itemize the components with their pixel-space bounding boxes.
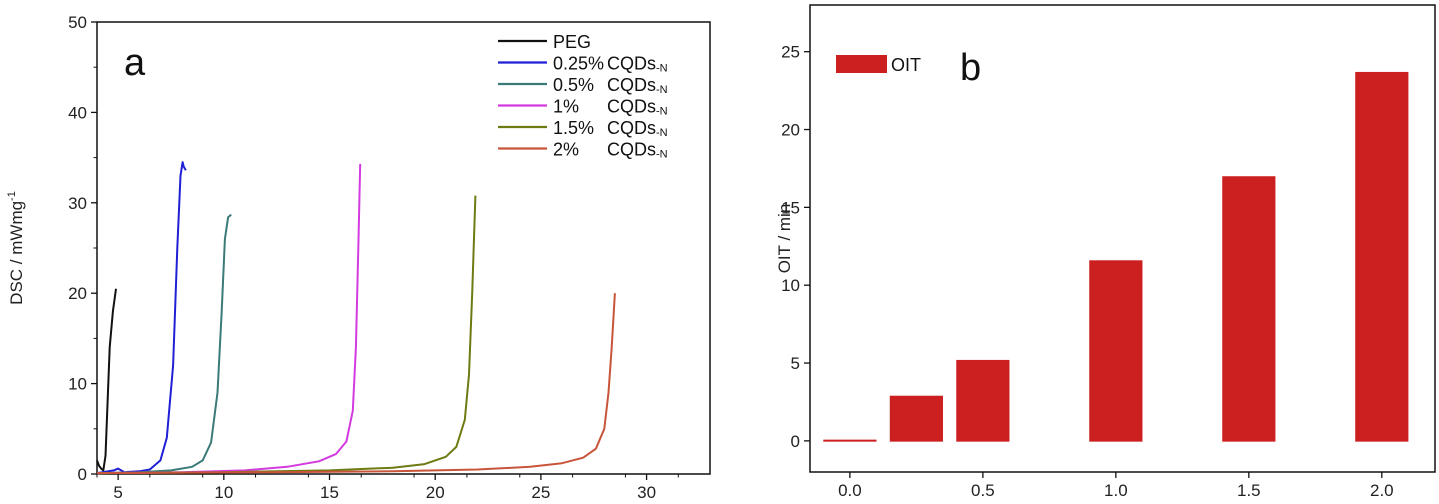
panel-a-x-tick-label: 15 (320, 483, 339, 502)
panel-a-legend-label: 2% (553, 140, 579, 160)
panel-b-bar (1089, 260, 1143, 442)
panel-a-letter: a (124, 42, 146, 84)
panel-b-letter: b (960, 47, 981, 89)
panel-b-x-tick-label: 1.0 (1104, 481, 1128, 500)
panel-a-x-tick-label: 30 (637, 483, 656, 502)
panel-a-y-tick-label: 50 (68, 13, 87, 32)
panel-a-series-line (96, 163, 362, 475)
panel-a-y-tick-label: 0 (78, 465, 87, 484)
panel-b-bars (823, 71, 1409, 442)
panel-a-y-tick-label: 40 (68, 103, 87, 122)
panel-a-legend-suffix: CQDs-N (607, 140, 668, 161)
panel-b-legend-label: OIT (891, 55, 921, 75)
panel-b-bar (1355, 71, 1409, 442)
panel-a-legend-label: 1.5% (553, 118, 594, 138)
panel-b-x-tick-label: 1.5 (1237, 481, 1261, 500)
panel-a-legend-label: 0.25% (553, 54, 604, 74)
panel-b-axes: 0.0 0.5 1.0 1.5 2.0 0 5 10 15 20 25 (781, 43, 1394, 500)
panel-b-y-tick-label: 10 (781, 276, 800, 295)
panel-a-x-tick-label: 20 (426, 483, 445, 502)
panel-a-x-tick-label: 5 (113, 483, 122, 502)
panel-b-x-tick-label: 0.5 (971, 481, 995, 500)
panel-a-legend-suffix: CQDs-N (607, 75, 668, 96)
panel-a-x-tick-label: 10 (214, 483, 233, 502)
panel-a-series-lines (96, 161, 616, 475)
panel-a-y-tick-label: 20 (68, 284, 87, 303)
panel-b-chart: 0.0 0.5 1.0 1.5 2.0 0 5 10 15 20 25 OIT b OIT / mi… (775, 4, 1436, 500)
panel-b-legend-swatch (836, 55, 887, 73)
panel-b-y-tick-label: 15 (781, 198, 800, 217)
panel-a-legend-suffix: CQDs-N (607, 97, 668, 118)
panel-a-series-line (96, 195, 477, 475)
panel-a-series-line (96, 288, 117, 472)
panel-a-axes: 5 10 15 20 25 30 0 10 20 30 40 50 (68, 13, 679, 502)
panel-a-series-line (96, 293, 616, 475)
panel-a-series-line (96, 161, 187, 475)
panel-a-legend-subscript: -N (656, 106, 668, 118)
panel-a-legend-subscript: -N (656, 149, 668, 161)
panel-a-y-axis-label-superscript: -1 (6, 191, 18, 201)
panel-a-legend-subscript: -N (656, 127, 668, 139)
panel-b-y-tick-label: 20 (781, 121, 800, 140)
panel-a-legend-suffix: CQDs-N (607, 54, 668, 75)
panel-b-bar (1222, 176, 1276, 442)
panel-b-y-tick-label: 0 (791, 432, 800, 451)
panel-b-bar (956, 359, 1010, 442)
panel-a-legend-label: 0.5% (553, 75, 594, 95)
panel-a-legend-suffix: CQDs-N (607, 118, 668, 139)
panel-b-x-tick-label: 0.0 (838, 481, 862, 500)
panel-b-y-axis-label: OIT / min (775, 204, 794, 274)
panel-a-legend-subscript: -N (656, 84, 668, 96)
panel-a-y-tick-label: 10 (68, 375, 87, 394)
panel-b-plot-frame (809, 4, 1436, 473)
panel-a-legend-label: PEG (553, 32, 591, 52)
panel-b-x-tick-label: 2.0 (1370, 481, 1394, 500)
panel-a-y-tick-label: 30 (68, 194, 87, 213)
panel-b-bar (823, 439, 877, 442)
panel-a-y-axis-label: DSC / mWmg-1 (6, 191, 26, 305)
panel-a-x-tick-label: 25 (531, 483, 550, 502)
panel-b-y-tick-label: 25 (781, 43, 800, 62)
panel-b-y-tick-label: 5 (791, 354, 800, 373)
panel-a-legend-label: 1% (553, 97, 579, 117)
panel-b-bar (889, 395, 943, 442)
panel-a-series-line (96, 213, 232, 475)
panel-a-legend-subscript: -N (656, 63, 668, 75)
